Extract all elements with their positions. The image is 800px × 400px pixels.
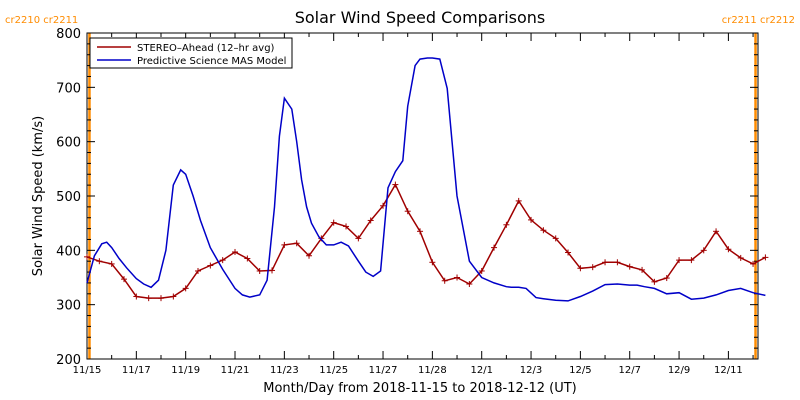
data-point <box>688 257 695 264</box>
x-tick-label-1: 11/17 <box>122 365 151 376</box>
data-point <box>367 217 374 224</box>
carrington-lines <box>88 33 757 359</box>
data-point <box>429 259 436 266</box>
data-point <box>84 253 90 260</box>
data-point <box>454 274 461 281</box>
data-point <box>404 208 411 215</box>
y-tick-label-1: 300 <box>56 299 81 314</box>
data-point <box>207 262 214 269</box>
data-point <box>281 241 288 248</box>
y-axis-label: Solar Wind Speed (km/s) <box>31 116 46 276</box>
data-point <box>540 227 547 234</box>
x-tick-label-7: 11/28 <box>418 365 447 376</box>
data-point <box>663 275 670 282</box>
data-point <box>232 248 239 255</box>
x-tick-label-13: 12/11 <box>714 365 743 376</box>
data-point <box>491 244 498 251</box>
legend-label-mas: Predictive Science MAS Model <box>137 56 286 67</box>
data-point <box>528 216 535 223</box>
data-point <box>417 228 424 235</box>
data-point <box>269 267 276 274</box>
legend: STEREO–Ahead (12–hr avg) Predictive Scie… <box>89 37 293 69</box>
data-point <box>589 264 596 271</box>
x-tick-label-5: 11/25 <box>319 365 348 376</box>
series-line-1 <box>86 57 766 302</box>
data-point <box>466 281 473 288</box>
y-tick-label-4: 600 <box>56 136 81 151</box>
data-point <box>700 247 707 254</box>
data-point <box>725 246 732 253</box>
data-point <box>713 228 720 235</box>
data-point <box>478 267 485 274</box>
data-point <box>762 254 769 261</box>
carrington-left-label: cr2210 cr2211 <box>5 15 78 26</box>
data-point <box>676 257 683 264</box>
data-point <box>602 259 609 266</box>
data-point <box>614 259 621 266</box>
data-point <box>219 257 226 264</box>
x-tick-label-6: 11/27 <box>369 365 398 376</box>
data-point <box>145 295 152 302</box>
data-point <box>441 277 448 284</box>
data-point <box>343 223 350 230</box>
data-point <box>552 235 559 242</box>
x-tick-label-0: 11/15 <box>73 365 102 376</box>
data-point <box>750 260 757 267</box>
data-point <box>121 276 128 283</box>
data-point <box>306 252 313 259</box>
data-point <box>639 266 646 273</box>
y-axis: 200 300 400 500 600 700 800 <box>56 27 758 368</box>
x-tick-label-2: 11/19 <box>171 365 200 376</box>
x-tick-label-3: 11/21 <box>221 365 250 376</box>
data-point <box>170 293 177 300</box>
data-point <box>244 255 251 262</box>
data-point <box>565 249 572 256</box>
y-tick-label-5: 700 <box>56 81 81 96</box>
data-point <box>108 260 115 267</box>
series-line-0 <box>86 182 766 299</box>
legend-box <box>89 37 293 69</box>
data-point <box>515 197 522 204</box>
data-point <box>626 263 633 270</box>
data-point <box>503 221 510 228</box>
x-axis-label: Month/Day from 2018-11-15 to 2018-12-12 … <box>263 381 576 396</box>
data-point <box>577 265 584 272</box>
data-point <box>256 267 263 274</box>
data-point <box>96 258 103 265</box>
data-point <box>195 267 202 274</box>
x-tick-label-9: 12/3 <box>520 365 542 376</box>
data-point <box>133 293 140 300</box>
data-point <box>330 219 337 226</box>
series-layer <box>84 57 769 302</box>
y-tick-label-6: 800 <box>56 27 81 42</box>
x-tick-label-4: 11/23 <box>270 365 299 376</box>
data-point <box>737 254 744 261</box>
y-tick-label-0: 200 <box>56 353 81 368</box>
data-point <box>392 181 399 188</box>
x-tick-label-11: 12/7 <box>618 365 640 376</box>
y-tick-label-3: 500 <box>56 190 81 205</box>
data-point <box>158 295 165 302</box>
x-tick-label-12: 12/9 <box>668 365 690 376</box>
x-axis: 11/15 11/17 11/19 11/21 11/23 11/25 11/27 11/28… <box>73 33 754 376</box>
carrington-right-label: cr2211 cr2212 <box>722 15 795 26</box>
chart-title: Solar Wind Speed Comparisons <box>295 8 546 27</box>
data-point <box>293 240 300 247</box>
data-point <box>355 235 362 242</box>
x-tick-label-10: 12/5 <box>569 365 591 376</box>
data-point <box>651 278 658 285</box>
data-point <box>380 202 387 209</box>
legend-label-stereo: STEREO–Ahead (12–hr avg) <box>137 43 275 54</box>
data-point <box>182 285 189 292</box>
x-tick-label-8: 12/1 <box>470 365 492 376</box>
y-tick-label-2: 400 <box>56 244 81 259</box>
plot-frame <box>86 32 759 360</box>
